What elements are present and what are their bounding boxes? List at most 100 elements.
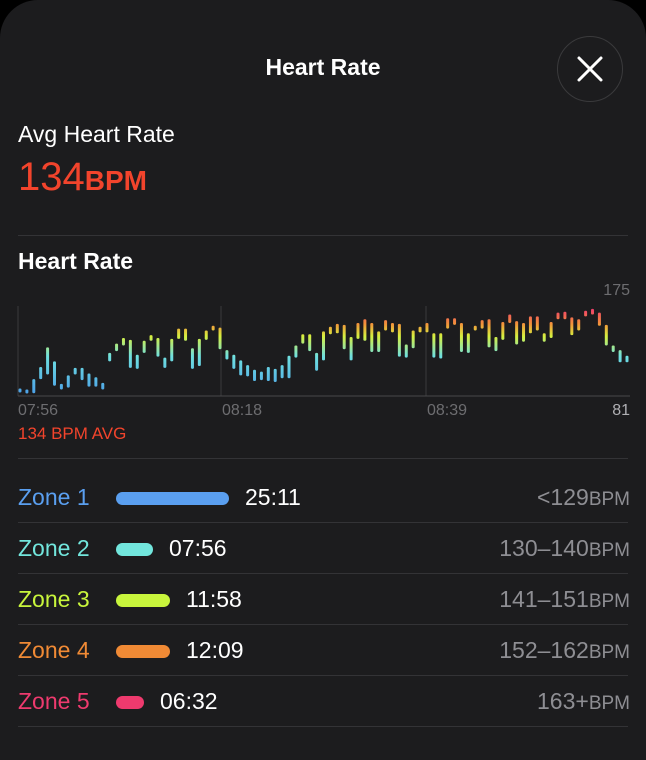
heart-rate-bar <box>459 322 463 352</box>
heart-rate-bar <box>363 319 367 341</box>
heart-rate-bar <box>349 337 353 361</box>
heart-rate-bar <box>563 311 567 320</box>
zone-range: 163+BPM <box>537 688 630 715</box>
divider <box>18 235 628 236</box>
zone-row: Zone 2 07:56 130–140BPM <box>0 523 646 574</box>
heart-rate-bar <box>280 365 284 379</box>
heart-rate-bar <box>39 366 43 380</box>
heart-rate-bar <box>94 377 98 387</box>
zone-duration-bar <box>116 492 229 505</box>
zone-name: Zone 3 <box>18 586 90 612</box>
sheet-title: Heart Rate <box>265 54 381 80</box>
heart-rate-bar <box>308 334 312 352</box>
heart-rate-bar <box>232 354 236 369</box>
divider <box>18 573 628 574</box>
heart-rate-bar <box>342 324 346 350</box>
heart-rate-bar <box>59 383 63 390</box>
heart-rate-bar <box>18 388 22 393</box>
zone-duration-bar <box>116 594 170 607</box>
zone-range-unit: BPM <box>588 591 630 612</box>
heart-rate-bar <box>128 339 132 368</box>
divider <box>18 675 628 676</box>
heart-rate-bar <box>156 337 160 357</box>
zone-duration-bar <box>116 696 144 709</box>
heart-rate-bar <box>266 366 270 382</box>
zone-name: Zone 1 <box>18 484 90 510</box>
zone-range-value: 163+ <box>537 688 589 714</box>
heart-rate-bar <box>570 317 574 336</box>
heart-rate-bar <box>584 310 588 317</box>
heart-rate-bar <box>287 355 291 379</box>
heart-rate-bar <box>239 360 243 376</box>
heart-rate-bar <box>87 373 91 387</box>
avg-caption: 134 BPM AVG <box>18 424 127 443</box>
heart-rate-bar <box>528 316 532 334</box>
x-tick-label: 08:39 <box>427 402 467 418</box>
zone-range-value: 152–162 <box>499 637 589 663</box>
heart-rate-bar <box>170 338 174 362</box>
heart-rate-bar <box>397 323 401 357</box>
heart-rate-bar <box>494 337 498 352</box>
zone-time: 11:58 <box>186 586 242 612</box>
heart-rate-bar <box>515 321 519 345</box>
heart-rate-bar <box>390 322 394 333</box>
heart-rate-bar <box>73 367 77 375</box>
heart-rate-bar <box>184 328 188 341</box>
heart-rate-bar <box>591 308 595 315</box>
zone-range-unit: BPM <box>588 642 630 663</box>
heart-rate-bar <box>577 319 581 331</box>
heart-rate-bar <box>225 350 229 360</box>
zone-name: Zone 4 <box>18 637 90 663</box>
avg-heart-rate-label: Avg Heart Rate <box>18 121 175 147</box>
heart-rate-bar <box>508 314 512 323</box>
divider <box>18 458 628 459</box>
heart-rate-bar <box>625 355 629 363</box>
heart-rate-bar <box>370 322 374 352</box>
zone-range: 152–162BPM <box>499 637 630 664</box>
x-tick-label: 08:18 <box>222 402 262 418</box>
zone-duration-bar <box>116 543 153 556</box>
heart-rate-bar <box>522 322 526 342</box>
heart-rate-bar <box>204 330 208 340</box>
close-icon <box>577 56 603 82</box>
heart-rate-bar <box>253 369 257 382</box>
heart-rate-bar <box>411 330 415 349</box>
zone-time: 07:56 <box>169 535 227 561</box>
heart-rate-bar <box>197 338 201 367</box>
heart-rate-chart: 175 81 07:56 08:18 08:39 <box>17 282 630 418</box>
heart-rate-bar <box>108 352 112 362</box>
avg-value-unit: BPM <box>84 165 147 196</box>
zone-duration-bar <box>116 645 170 658</box>
heart-rate-bar <box>404 344 408 358</box>
divider <box>18 522 628 523</box>
heart-rate-bar <box>549 322 553 338</box>
heart-rate-bar <box>273 368 277 382</box>
heart-rate-bar <box>384 320 388 331</box>
zone-name: Zone 2 <box>18 535 90 561</box>
heart-rate-bar <box>377 331 381 352</box>
heart-rate-bar <box>177 328 181 339</box>
avg-heart-rate-value: 134BPM <box>18 155 147 200</box>
chart-section-title: Heart Rate <box>18 248 134 274</box>
zone-row: Zone 5 06:32 163+BPM <box>0 676 646 727</box>
heart-rate-bar <box>259 371 263 381</box>
zone-range-value: <129 <box>537 484 589 510</box>
zone-range: 141–151BPM <box>499 586 630 613</box>
heart-rate-bar <box>432 333 436 358</box>
zone-range-value: 130–140 <box>499 535 589 561</box>
y-min-label: 81 <box>612 402 630 418</box>
heart-rate-bar <box>135 354 139 369</box>
heart-rate-bar <box>80 367 84 381</box>
heart-rate-bar <box>597 312 601 326</box>
zone-row: Zone 4 12:09 152–162BPM <box>0 625 646 676</box>
heart-rate-bar <box>246 365 250 377</box>
heart-rate-bar <box>439 333 443 359</box>
zone-row: Zone 3 11:58 141–151BPM <box>0 574 646 625</box>
heart-rate-bar <box>101 382 105 390</box>
zone-range: 130–140BPM <box>499 535 630 562</box>
close-button[interactable] <box>557 36 623 102</box>
heart-rate-bar <box>335 323 339 334</box>
heart-rate-bar <box>32 379 36 394</box>
zone-time: 06:32 <box>160 688 218 714</box>
